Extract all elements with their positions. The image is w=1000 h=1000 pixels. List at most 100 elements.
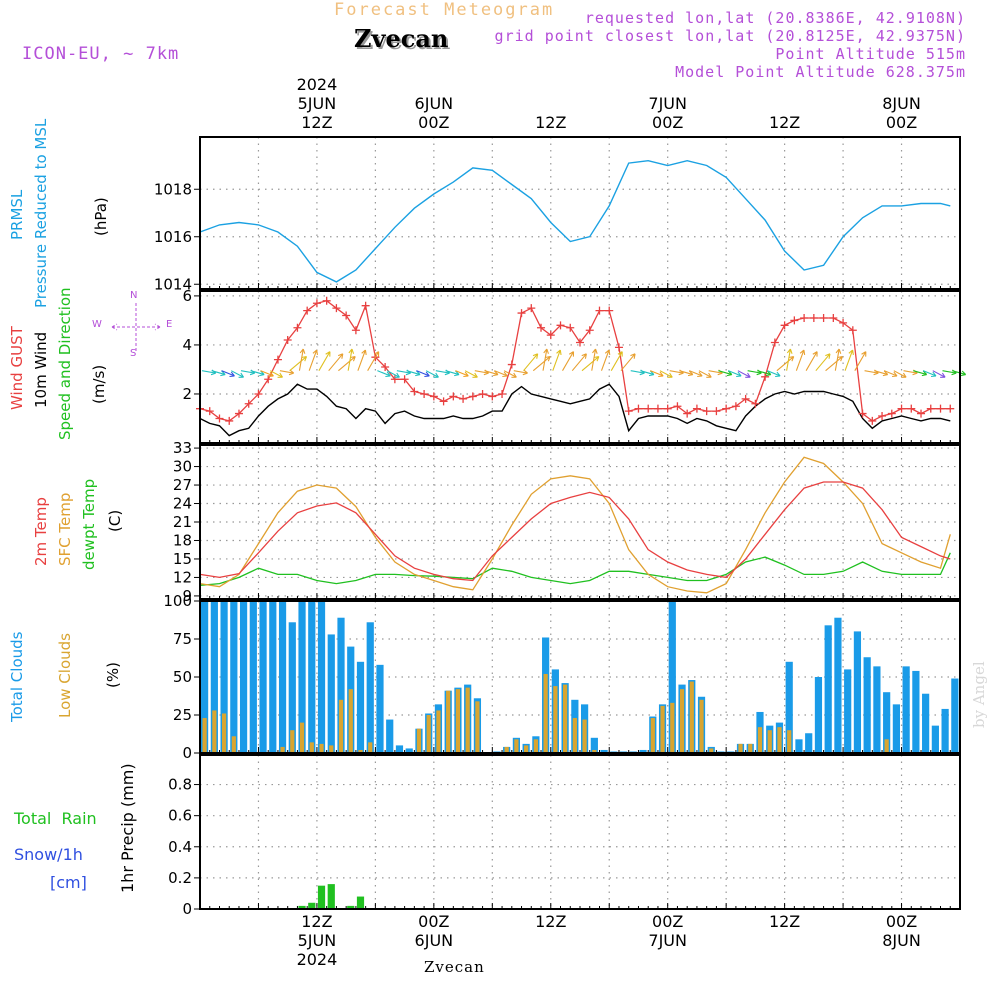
wind-frame (199, 290, 961, 444)
wind-direction-arrow (679, 370, 694, 377)
low-cloud-bar (231, 736, 236, 753)
total-cloud-bar (795, 739, 803, 753)
low-cloud-bar (475, 701, 480, 753)
time-label-line: 12Z (301, 912, 333, 931)
gust-marker (702, 407, 711, 416)
time-label-line: 00Z (418, 113, 450, 132)
total-cloud-bar (834, 617, 842, 753)
gust-marker (264, 375, 273, 384)
total-cloud-bar (259, 601, 267, 753)
time-label-line: 00Z (652, 113, 684, 132)
time-label-line: 12Z (535, 912, 567, 931)
gust-marker (741, 394, 750, 403)
total-cloud-bar (814, 677, 823, 753)
precipitation-ytick-label: 0.2 (168, 869, 192, 887)
clouds-frame (199, 600, 961, 754)
gust-marker (205, 407, 214, 416)
pressure-label-msl: Pressure Reduced to MSL (32, 118, 50, 308)
total-cloud-bar (951, 678, 959, 753)
wind-direction-arrow (552, 349, 562, 371)
time-label-line: 12Z (768, 113, 801, 132)
wind-direction-arrow (610, 351, 623, 371)
wind-direction-arrow (484, 370, 499, 377)
total-cloud-bar (356, 661, 365, 753)
gust-marker (946, 404, 955, 413)
gust-marker (663, 404, 672, 413)
low-cloud-bar (709, 748, 714, 753)
low-cloud-bar (787, 730, 792, 753)
wind-direction-arrow (347, 348, 355, 371)
wind-direction-arrow (445, 370, 460, 377)
low-cloud-bar (757, 727, 763, 753)
total-clouds-label: Total Clouds (8, 631, 26, 722)
wind-direction-arrow (464, 370, 478, 378)
gust-marker (712, 407, 721, 416)
low-cloud-bar (212, 710, 217, 753)
gust-marker (936, 404, 945, 413)
time-label-line: 00Z (418, 912, 450, 931)
wind-direction-arrow (620, 353, 636, 372)
wind-direction-arrow (834, 348, 842, 371)
requested-coords: requested lon,lat (20.8386E, 42.9108N) (584, 9, 966, 27)
precipitation-ytick-label: 0.8 (168, 776, 192, 794)
low-cloud-bar (221, 713, 227, 753)
low-cloud-bar (368, 742, 373, 753)
total-cloud-bar (785, 661, 793, 753)
wind-direction-arrow (260, 370, 274, 378)
gust-marker (449, 392, 458, 401)
total-cloud-bar (230, 601, 238, 753)
gust-marker (761, 372, 770, 381)
gust-marker (322, 296, 331, 305)
wind-direction-arrow (571, 353, 587, 372)
temperature-ytick-label: 15 (173, 550, 192, 568)
low-cloud-bar (572, 718, 577, 753)
time-label-line: 7JUN (648, 94, 687, 113)
low-cloud-bar (455, 689, 461, 753)
total-cloud-bar (220, 601, 228, 753)
low-cloud-bar (748, 743, 753, 753)
temperature-ytick-label: 33 (173, 439, 192, 457)
wind-direction-arrow (230, 370, 245, 378)
gust-marker (293, 323, 302, 332)
gust-marker (556, 321, 565, 330)
gust-marker (819, 313, 828, 322)
time-label-line: 8JUN (882, 931, 921, 950)
time-label-line: 00Z (652, 912, 684, 931)
gust-marker (546, 331, 555, 340)
gust-marker (868, 416, 877, 425)
low-cloud-bar (777, 727, 782, 753)
wind-direction-arrow (874, 370, 889, 377)
clouds-ytick-label: 0 (182, 744, 192, 762)
compass-west: W (92, 319, 102, 330)
gust-marker (829, 313, 838, 322)
temperature-ytick-label: 27 (173, 476, 192, 494)
gust-marker (381, 363, 390, 371)
wind-direction-arrow (211, 370, 226, 377)
gust-marker (644, 404, 653, 413)
total-cloud-bar (201, 601, 209, 753)
wind-direction-arrow (279, 369, 295, 376)
wind-direction-arrow (591, 348, 598, 371)
gust-marker (312, 299, 321, 308)
wind-direction-arrow (883, 370, 898, 378)
rain-bar (298, 905, 306, 909)
low-cloud-bar (338, 699, 344, 753)
wind-direction-arrow (503, 370, 517, 378)
gust-marker (254, 389, 263, 398)
point-altitude: Point Altitude 515m (775, 45, 966, 63)
wind-direction-arrow (318, 351, 331, 371)
low-cloud-bar (465, 687, 470, 753)
wind-compass-icon (111, 303, 161, 351)
pressure-ytick-label: 1016 (154, 228, 192, 246)
gust-marker (605, 306, 614, 315)
total-cloud-bar (853, 631, 862, 753)
snow-label: Snow/1h (14, 845, 83, 864)
total-cloud-bar (376, 664, 384, 753)
gust-marker (400, 375, 409, 384)
time-label-line: 2024 (296, 75, 338, 94)
gust-marker (537, 323, 546, 332)
pressure-frame (199, 136, 961, 290)
low-cloud-bar (280, 746, 285, 753)
wind-direction-arrow (698, 370, 712, 378)
gust-marker (722, 404, 731, 413)
